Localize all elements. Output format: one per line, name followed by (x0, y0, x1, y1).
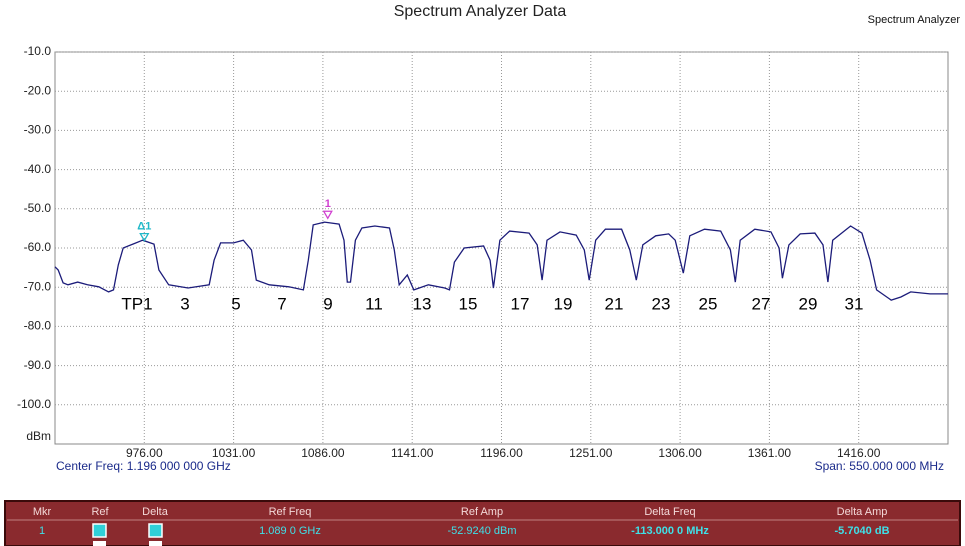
channel-label: 27 (752, 294, 771, 313)
x-tick-label: 1251.00 (569, 446, 613, 460)
table-cell: -52.9240 dBm (447, 525, 516, 537)
channel-label: 25 (699, 294, 718, 313)
channel-label: 29 (799, 294, 818, 313)
y-tick-label: -20.0 (24, 83, 52, 97)
x-tick-label: 1361.00 (748, 446, 792, 460)
channel-label: 23 (652, 294, 671, 313)
ref-checkbox-next (93, 541, 106, 546)
x-tick-label: 1141.00 (391, 446, 434, 460)
channel-label: 5 (231, 294, 240, 313)
table-cell: 1 (39, 525, 45, 537)
y-tick-label: -70.0 (24, 279, 52, 293)
table-cell: -5.7040 dB (834, 525, 889, 537)
table-header: Delta Freq (644, 506, 695, 518)
channel-label: 9 (323, 294, 332, 313)
y-tick-label: -90.0 (24, 358, 52, 372)
center-freq: Center Freq: 1.196 000 000 GHz (56, 459, 231, 473)
table-cell: 1.089 0 GHz (259, 525, 321, 537)
marker (139, 232, 150, 242)
channel-label: 15 (459, 294, 478, 313)
channel-label: 7 (277, 294, 286, 313)
y-axis-label: dBm (26, 429, 51, 443)
y-tick-label: -40.0 (24, 162, 52, 176)
chart-title: Spectrum Analyzer Data (394, 3, 567, 20)
channel-label: 21 (605, 294, 624, 313)
channel-label: 13 (413, 294, 432, 313)
channel-label: 3 (180, 294, 189, 313)
marker-label: Δ1 (137, 221, 151, 233)
channel-label: 11 (365, 294, 383, 313)
table-header: Delta Amp (837, 506, 888, 518)
y-tick-label: -50.0 (24, 201, 52, 215)
channel-label: 31 (845, 294, 864, 313)
table-header: Ref Amp (461, 506, 503, 518)
table-header: Mkr (33, 506, 52, 518)
table-header: Ref (91, 506, 109, 518)
y-tick-label: -100.0 (17, 397, 51, 411)
marker (322, 210, 333, 220)
x-tick-label: 1416.00 (837, 446, 881, 460)
table-header: Delta (142, 506, 169, 518)
table-panel (4, 500, 961, 546)
x-tick-label: 1196.00 (480, 446, 523, 460)
x-tick-label: 1086.00 (301, 446, 345, 460)
channel-label: 19 (554, 294, 573, 313)
marker-label: 1 (325, 198, 331, 210)
table-cell: -113.000 0 MHz (631, 525, 709, 537)
trace (54, 221, 948, 301)
x-tick-label: 1306.00 (658, 446, 702, 460)
table-header: Ref Freq (269, 506, 312, 518)
delta-checkbox-next (149, 541, 162, 546)
window-label: Spectrum Analyzer (868, 14, 961, 26)
ref-checkbox[interactable] (92, 523, 107, 538)
x-tick-label: 976.00 (126, 446, 163, 460)
delta-checkbox[interactable] (148, 523, 163, 538)
y-tick-label: -30.0 (24, 123, 52, 137)
channel-label: TP1 (121, 294, 152, 313)
marker-table (4, 500, 961, 546)
y-tick-label: -60.0 (24, 240, 52, 254)
y-tick-label: -80.0 (24, 319, 52, 333)
y-tick-label: -10.0 (24, 44, 52, 58)
span: Span: 550.000 000 MHz (815, 459, 944, 473)
channel-label: 17 (511, 294, 530, 313)
x-tick-label: 1031.00 (212, 446, 256, 460)
